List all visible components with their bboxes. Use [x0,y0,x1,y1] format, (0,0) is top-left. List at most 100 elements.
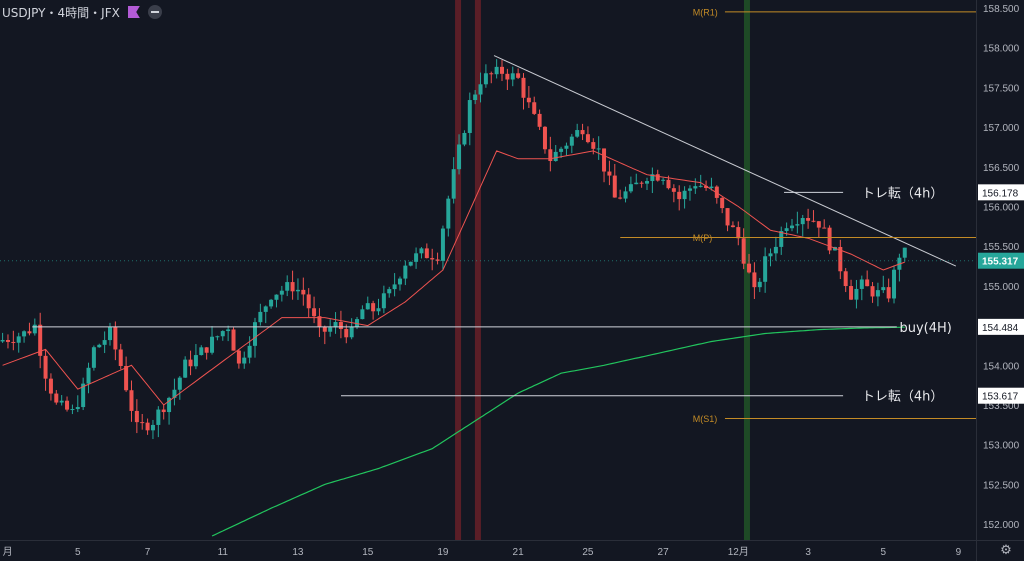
candle-body [666,179,671,189]
candle-body [596,148,601,150]
settings-gear-icon[interactable]: ⚙ [1000,543,1012,558]
candle-body [542,126,547,150]
candle-body [639,182,644,184]
price-tick-label: 156.500 [983,163,1020,174]
candle-body [462,132,467,145]
sma20-line [2,150,905,406]
current-price-label: 155.317 [982,257,1019,268]
price-tick-label: 158.500 [983,4,1020,15]
candle-body [301,289,306,295]
candle-body [521,77,526,98]
candle-body [505,73,510,80]
price-tick-label: 155.000 [983,282,1020,293]
candle-body [150,424,155,431]
candle-body [376,308,381,312]
time-tick-label: 19 [437,547,449,558]
candle-body [822,227,827,229]
candle-body [838,246,843,272]
candle-body [397,278,402,285]
candle-body [140,422,145,424]
candle-body [634,182,639,185]
candle-body [655,174,660,181]
price-tick-label: 155.500 [983,242,1020,253]
candle-body [575,130,580,137]
candle-body [602,148,607,172]
price-tick-label: 153.000 [983,441,1020,452]
candle-body [591,142,596,149]
candle-body [467,100,472,133]
candle-body [419,248,424,254]
price-tick-label: 154.000 [983,361,1020,372]
symbol-title[interactable]: USDJPY・4時間・JFX [2,5,120,20]
time-tick-label: 5 [880,547,886,558]
candle-body [226,329,231,332]
candle-body [671,188,676,192]
pivot-level-label: M(P) [693,233,713,243]
candle-body [91,347,96,368]
candle-body [747,263,752,273]
candle-body [843,271,848,287]
candle-body [559,148,564,152]
candle-body [650,174,655,182]
time-tick-label: 月 [3,546,13,558]
price-tick-label: 156.000 [983,202,1020,213]
candle-body [113,327,118,350]
candle-body [274,294,279,300]
time-tick-label: 21 [513,547,525,558]
price-tag-bg [978,318,1024,335]
price-tick-label: 153.500 [983,401,1020,412]
candle-body [403,265,408,279]
candle-body [865,279,870,287]
candle-body [457,144,462,170]
candle-body [720,197,725,209]
time-tick-label: 12月 [728,546,749,558]
price-tick-label: 152.500 [983,480,1020,491]
sma200-line [211,326,905,537]
candle-body [129,390,134,411]
pivot-level-label: M(S1) [693,414,718,424]
candle-body [285,282,290,291]
candle-body [177,377,182,390]
candle-body [360,309,365,320]
candle-body [773,246,778,254]
candle-body [607,171,612,176]
candle-body [537,113,542,127]
candle-body [38,324,43,356]
candle-body [279,290,284,295]
candle-body [236,350,241,364]
candle-body [210,336,215,353]
candle-body [757,281,762,288]
candle-body [387,289,392,294]
candle-body [478,84,483,95]
candle-body [446,198,451,229]
candle-body [5,340,10,342]
collapse-icon[interactable] [147,5,162,19]
candle-body [886,287,891,299]
candle-body [11,341,16,343]
candle-body [628,184,633,192]
candle-body [800,218,805,225]
time-tick-label: 27 [658,547,670,558]
candle-body [494,66,499,75]
candle-body [704,185,709,188]
flag-icon[interactable] [127,6,140,18]
price-tag-label: 154.484 [982,323,1019,334]
candle-body [451,169,456,199]
candle-body [661,179,666,181]
candle-body [569,136,574,146]
candle-body [489,73,494,75]
candle-body [714,186,719,198]
price-tag-label: 156.178 [982,188,1019,199]
candle-body [795,224,800,226]
candle-body [290,282,295,292]
candle-body [687,188,692,191]
candle-body [736,227,741,239]
candle-body [312,308,317,317]
pivot-level-label: M(R1) [693,7,718,17]
candle-body [870,286,875,297]
candle-body [22,331,27,337]
candle-body [172,389,177,398]
candle-body [430,258,435,260]
